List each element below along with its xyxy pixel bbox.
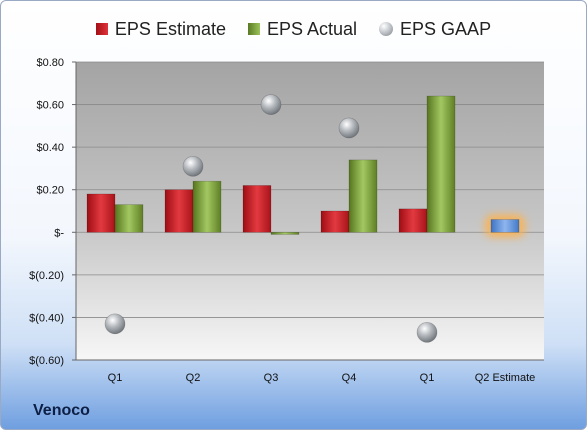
y-tick-label: $0.40 — [36, 142, 64, 154]
eps-gaap-point — [416, 322, 438, 343]
x-tick-label: Q4 — [342, 372, 357, 384]
legend-swatch-estimate — [95, 23, 108, 35]
legend-swatch-gaap — [379, 22, 394, 36]
plot-area — [76, 62, 544, 360]
x-tick-label: Q1 — [420, 372, 435, 384]
eps-estimate-bar — [164, 189, 194, 233]
legend-label-estimate: EPS Estimate — [114, 18, 226, 39]
company-name: Venoco — [33, 402, 90, 419]
legend-item-eps-estimate: EPS Estimate — [95, 18, 226, 40]
legend-item-eps-actual: EPS Actual — [247, 18, 358, 40]
eps-estimate-bar — [320, 210, 350, 233]
y-tick-label: $0.80 — [36, 57, 64, 69]
legend-label-gaap: EPS GAAP — [400, 18, 492, 39]
eps-gaap-point — [338, 117, 360, 139]
x-tick-label: Q1 — [108, 372, 123, 384]
eps-estimate-bar — [242, 185, 272, 233]
y-tick-label: $(0.20) — [29, 270, 64, 282]
y-tick-label: $(0.40) — [29, 312, 64, 324]
x-tick-label: Q2 — [186, 372, 201, 384]
legend-swatch-actual — [247, 23, 260, 35]
eps-estimate-bar — [490, 219, 520, 233]
eps-gaap-point — [260, 94, 282, 115]
eps-actual-bar — [348, 159, 378, 233]
x-tick-label: Q2 Estimate — [475, 372, 536, 384]
legend-label-actual: EPS Actual — [266, 18, 358, 39]
y-tick-label: $0.60 — [36, 100, 64, 112]
eps-gaap-point — [182, 156, 204, 177]
chart-legend: EPS Estimate EPS Actual EPS GAAP — [0, 16, 587, 42]
eps-actual-bar — [426, 95, 456, 233]
eps-gaap-point — [104, 313, 126, 335]
y-tick-label: $(0.60) — [29, 355, 64, 367]
y-tick-label: $- — [54, 227, 64, 239]
eps-actual-bar — [270, 231, 300, 235]
y-tick-label: $0.20 — [36, 185, 64, 197]
legend-item-eps-gaap: EPS GAAP — [379, 19, 491, 40]
x-tick-label: Q3 — [264, 372, 279, 384]
eps-estimate-bar — [398, 208, 428, 233]
eps-actual-bar — [114, 204, 144, 233]
eps-actual-bar — [192, 180, 222, 233]
eps-estimate-bar — [86, 193, 116, 233]
